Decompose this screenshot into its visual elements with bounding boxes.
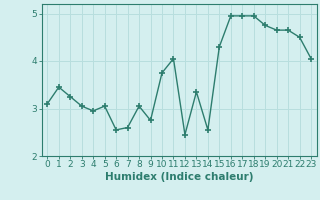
- X-axis label: Humidex (Indice chaleur): Humidex (Indice chaleur): [105, 172, 253, 182]
